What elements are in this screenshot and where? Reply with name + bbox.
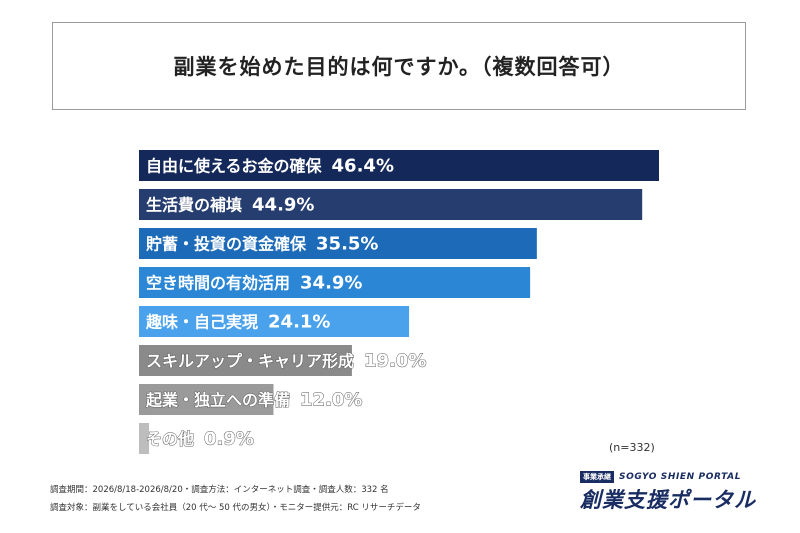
logo-english-name: SOGYO SHIEN PORTAL	[619, 472, 742, 482]
value-label-7: 0.9%	[204, 429, 254, 450]
value-label-0: 46.4%	[332, 156, 394, 177]
bar-7	[139, 423, 150, 454]
logo-main-name: 創業支援ポータル	[580, 488, 756, 512]
bar-label-6: 起業・独立への準備 12.0%	[145, 390, 362, 411]
bar-1	[139, 189, 643, 220]
footer-survey-period: 調査期間：2026/8/18-2026/8/20・調査方法：インターネット調査・…	[50, 485, 389, 495]
category-label-3: 空き時間の有効活用	[146, 274, 290, 293]
category-label-4: 趣味・自己実現	[145, 313, 258, 332]
bar-2	[139, 228, 537, 259]
value-label-6: 12.0%	[300, 390, 362, 411]
bar-label-0: 自由に使えるお金の確保 46.4%	[146, 156, 394, 177]
logo-badge: 事業承継	[580, 471, 614, 483]
bar-label-2: 貯蓄・投資の資金確保 35.5%	[146, 234, 378, 255]
title-box: 副業を始めた目的は何ですか。（複数回答可）	[52, 22, 746, 110]
value-label-4: 24.1%	[268, 312, 330, 333]
value-label-1: 44.9%	[252, 195, 314, 216]
category-label-6: 起業・独立への準備	[145, 391, 290, 410]
category-label-2: 貯蓄・投資の資金確保	[146, 235, 307, 254]
category-label-5: スキルアップ・キャリア形成	[146, 352, 354, 371]
bar-4	[139, 306, 410, 337]
category-label-1: 生活費の補填	[146, 196, 242, 215]
bar-6	[139, 384, 274, 415]
bar-0	[139, 150, 659, 181]
bar-label-1: 生活費の補填 44.9%	[146, 195, 314, 216]
value-label-5: 19.0%	[364, 351, 426, 372]
bar-3	[139, 267, 531, 298]
bar-label-5: スキルアップ・キャリア形成 19.0%	[146, 351, 426, 372]
value-label-3: 34.9%	[300, 273, 362, 294]
bar-5	[139, 345, 352, 376]
chart-title: 副業を始めた目的は何ですか。（複数回答可）	[173, 55, 625, 79]
bar-label-7: その他 0.9%	[146, 429, 254, 450]
category-label-0: 自由に使えるお金の確保	[146, 157, 323, 176]
footer-survey-target: 調査対象：副業をしている会社員（20 代〜 50 代の男女）・モニター提供元：R…	[50, 503, 421, 513]
category-label-7: その他	[146, 430, 194, 449]
sample-size-note: (n=332)	[609, 441, 655, 454]
portal-logo: 事業承継 SOGYO SHIEN PORTAL 創業支援ポータル	[580, 471, 758, 512]
bar-label-3: 空き時間の有効活用 34.9%	[146, 273, 362, 294]
bar-label-4: 趣味・自己実現 24.1%	[145, 312, 330, 333]
value-label-2: 35.5%	[316, 234, 378, 255]
